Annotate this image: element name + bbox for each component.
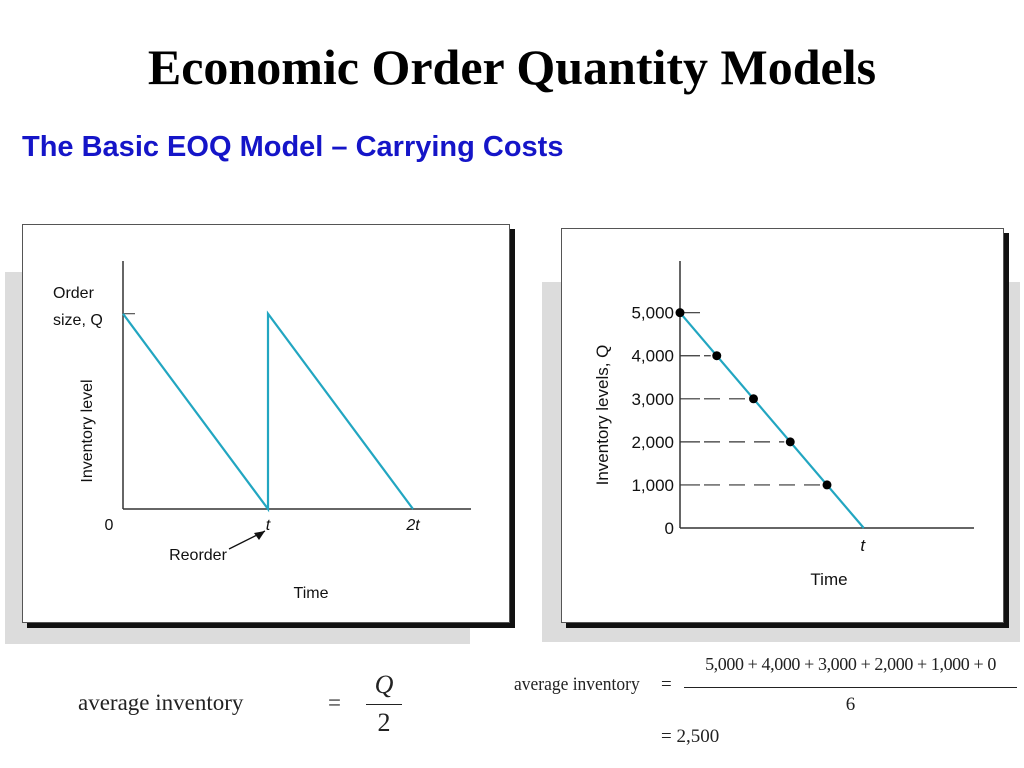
formula-average-inventory-discrete: average inventory = 5,000 + 4,000 + 3,00… — [514, 652, 1019, 762]
right-y-tick-label-0: 0 — [665, 519, 674, 538]
left-chart-panel: Order size, Q Inventory level Time Reord… — [22, 224, 510, 623]
right-y-tick-label-4: 4,000 — [631, 347, 674, 366]
left-x-tick-label-1: t — [266, 517, 271, 534]
discrete-inventory-chart: Inventory levels, Q Time 0 1,000 2,000 3,00… — [593, 261, 974, 589]
formula-right-lhs: average inventory — [514, 674, 640, 695]
left-x-axis-label: Time — [294, 585, 329, 602]
formula-left-denominator: 2 — [377, 708, 391, 737]
left-x-tick-label-0: 0 — [105, 517, 114, 534]
formula-left-equals: = — [328, 690, 341, 715]
right-y-tick-label-3: 3,000 — [631, 390, 674, 409]
formula-left-fraction-bar — [366, 704, 402, 705]
right-x-axis-label: Time — [810, 570, 847, 589]
sawtooth-series-line — [122, 310, 414, 513]
left-x-tick-label-2: 2t — [405, 517, 420, 534]
formula-left-lhs: average inventory — [78, 690, 244, 715]
inventory-point-3 — [785, 437, 795, 447]
right-y-tick-label-5: 5,000 — [631, 304, 674, 323]
formula-left-numerator: Q — [374, 670, 394, 699]
inventory-point-4 — [822, 480, 832, 490]
right-chart-panel: Inventory levels, Q Time 0 1,000 2,000 3,00… — [561, 228, 1004, 623]
depletion-series-line — [679, 311, 865, 529]
right-x-tick-label-0: t — [860, 536, 866, 555]
sawtooth-inventory-chart: Order size, Q Inventory level Time Reord… — [53, 261, 471, 602]
formula-right-result: = 2,500 — [661, 726, 720, 747]
y-top-label-line1: Order — [53, 285, 95, 302]
formula-right-fraction-bar — [684, 687, 1017, 688]
formula-average-inventory-q: average inventory = Q 2 — [78, 670, 438, 750]
right-y-axis-label: Inventory levels, Q — [593, 345, 612, 486]
left-y-axis-label: Inventory level — [79, 379, 96, 482]
inventory-point-0 — [675, 308, 685, 318]
formula-right-denominator: 6 — [845, 694, 856, 715]
reorder-arrow-head — [254, 531, 265, 540]
right-y-tick-label-1: 1,000 — [631, 476, 674, 495]
y-top-label-line2: size, Q — [53, 312, 103, 329]
right-y-tick-label-2: 2,000 — [631, 433, 674, 452]
slide-title: Economic Order Quantity Models — [147, 39, 877, 95]
inventory-point-2 — [749, 394, 758, 404]
reorder-annotation: Reorder — [169, 547, 227, 564]
inventory-point-1 — [712, 351, 722, 361]
formula-right-equals: = — [661, 674, 672, 695]
slide-subtitle: The Basic EOQ Model – Carrying Costs — [22, 131, 564, 163]
formula-right-numerator: 5,000 + 4,000 + 3,000 + 2,000 + 1,000 + … — [705, 654, 996, 674]
